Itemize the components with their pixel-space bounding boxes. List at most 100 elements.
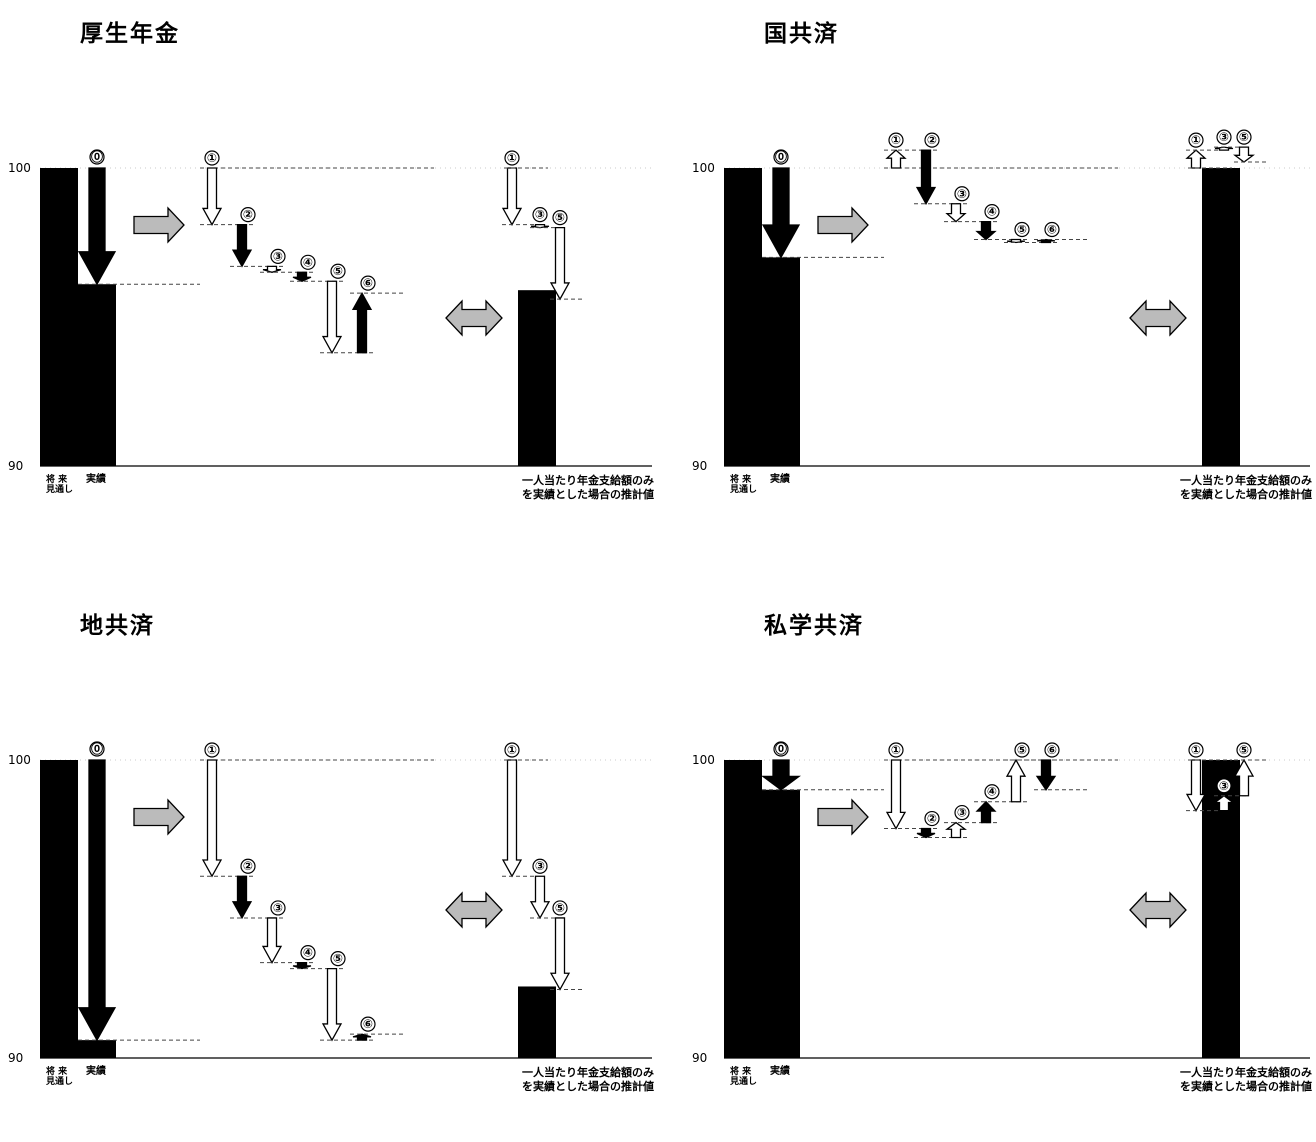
factor-label: ① xyxy=(1191,133,1201,147)
black-arrow xyxy=(761,759,801,791)
label-forecast: 将 来 xyxy=(46,473,68,485)
label-forecast: 見通し xyxy=(729,483,757,495)
label-actual: 実績 xyxy=(770,472,790,485)
bar-estimate xyxy=(1202,168,1240,466)
factor-label-circle xyxy=(1044,742,1060,758)
factor-label-circle xyxy=(1188,132,1204,148)
factor-label-circle xyxy=(360,275,376,291)
factor-label-circle xyxy=(984,204,1000,220)
factor-label-circle xyxy=(773,741,789,757)
white-arrow xyxy=(1005,758,1027,803)
label-estimate: 一人当たり年金支給額のみ xyxy=(1180,1065,1312,1079)
factor-label: ⑤ xyxy=(1017,743,1027,757)
factor-label: ⑤ xyxy=(555,901,565,915)
factor-label: ① xyxy=(207,151,217,165)
bar-estimate xyxy=(518,986,556,1058)
label-actual: 実績 xyxy=(86,1064,106,1077)
factor-label: ⑥ xyxy=(1047,743,1057,757)
black-arrow xyxy=(1035,759,1057,791)
factor-label-circle xyxy=(1014,221,1030,238)
factor-label: ① xyxy=(507,151,517,165)
factor-label: ⑥ xyxy=(1047,223,1057,237)
label-estimate: を実績とした場合の推計値 xyxy=(1180,1079,1312,1093)
factor-label-circle xyxy=(1236,742,1252,758)
right-arrow-icon xyxy=(817,206,869,244)
white-arrow xyxy=(885,149,907,169)
factor-label: ⑤ xyxy=(333,264,343,278)
factor-label-circle xyxy=(1216,778,1232,794)
white-arrow xyxy=(201,759,223,878)
factor-label: ⑤ xyxy=(1017,223,1027,237)
black-arrow xyxy=(231,875,253,920)
factor-label: ② xyxy=(927,812,937,826)
bar-actual xyxy=(78,1040,116,1058)
factor-label-circle xyxy=(360,1016,376,1032)
y-tick-label: 100 xyxy=(692,753,715,767)
white-arrow xyxy=(529,875,551,920)
white-arrow xyxy=(501,759,523,878)
factor-label-circle xyxy=(1216,129,1232,145)
double-arrow-icon xyxy=(1129,299,1187,337)
white-arrow xyxy=(321,280,343,355)
factor-label-circle xyxy=(1188,742,1204,758)
y-tick-label: 100 xyxy=(8,753,31,767)
factor-label: ③ xyxy=(535,859,545,873)
factor-label-circle xyxy=(240,207,256,223)
factor-label: ③ xyxy=(535,208,545,222)
white-arrow xyxy=(1233,146,1255,163)
double-arrow-icon xyxy=(445,299,503,337)
double-arrow-icon xyxy=(1129,891,1187,929)
white-arrow xyxy=(945,203,967,223)
y-tick-label: 100 xyxy=(8,161,31,175)
black-arrow xyxy=(975,800,997,824)
factor-label: ② xyxy=(927,133,937,147)
white-arrow xyxy=(885,759,907,830)
label-forecast: 将 来 xyxy=(46,1065,68,1077)
factor-label-circle xyxy=(924,132,940,148)
factor-label: ⓪ xyxy=(91,149,103,164)
factor-label-circle xyxy=(1236,129,1252,145)
label-estimate: を実績とした場合の推計値 xyxy=(522,1079,654,1093)
factor-label: ⑤ xyxy=(333,952,343,966)
label-actual: 実績 xyxy=(770,1064,790,1077)
factor-label-circle xyxy=(89,741,105,757)
white-arrow xyxy=(261,917,283,964)
chart-title: 国共済 xyxy=(764,21,839,47)
factor-label-circle xyxy=(1014,742,1030,758)
bar-forecast xyxy=(724,168,762,466)
bar-forecast xyxy=(40,168,78,466)
factor-label: ② xyxy=(243,208,253,222)
label-forecast: 将 来 xyxy=(730,473,752,485)
factor-label-circle xyxy=(773,149,789,165)
factor-label: ⓪ xyxy=(775,149,787,164)
white-arrow xyxy=(501,167,523,226)
white-arrow xyxy=(549,226,571,301)
factor-label: ⓪ xyxy=(91,741,103,756)
white-arrow xyxy=(1185,759,1207,812)
factor-label: ① xyxy=(1191,743,1201,757)
label-estimate: を実績とした場合の推計値 xyxy=(1180,487,1312,501)
black-arrow xyxy=(292,961,312,970)
label-forecast: 見通し xyxy=(45,483,73,495)
factor-label-circle xyxy=(532,207,548,223)
black-arrow xyxy=(975,220,997,241)
factor-label-circle xyxy=(270,900,286,916)
factor-label-circle xyxy=(300,254,316,270)
factor-label-circle xyxy=(1044,221,1060,238)
panel-kosei-nenkin: 厚生年金 100 90 ⓪ 将 来見通し 実績 ① ② ③ ④ ⑤ ⑥ ① ③ ⑤ 一人当たり年金支給額のみ… xyxy=(0,0,658,550)
white-arrow xyxy=(945,821,967,839)
white-arrow xyxy=(201,167,223,226)
factor-label: ① xyxy=(891,133,901,147)
factor-label: ④ xyxy=(303,946,313,960)
label-estimate: 一人当たり年金支給額のみ xyxy=(522,473,654,487)
factor-label-circle xyxy=(888,742,904,758)
factor-label: ③ xyxy=(273,249,283,263)
factor-label: ③ xyxy=(957,187,967,201)
factor-label-circle xyxy=(954,186,970,202)
y-tick-label: 90 xyxy=(692,459,707,473)
factor-label-circle xyxy=(270,248,286,264)
factor-label-circle xyxy=(984,784,1000,800)
